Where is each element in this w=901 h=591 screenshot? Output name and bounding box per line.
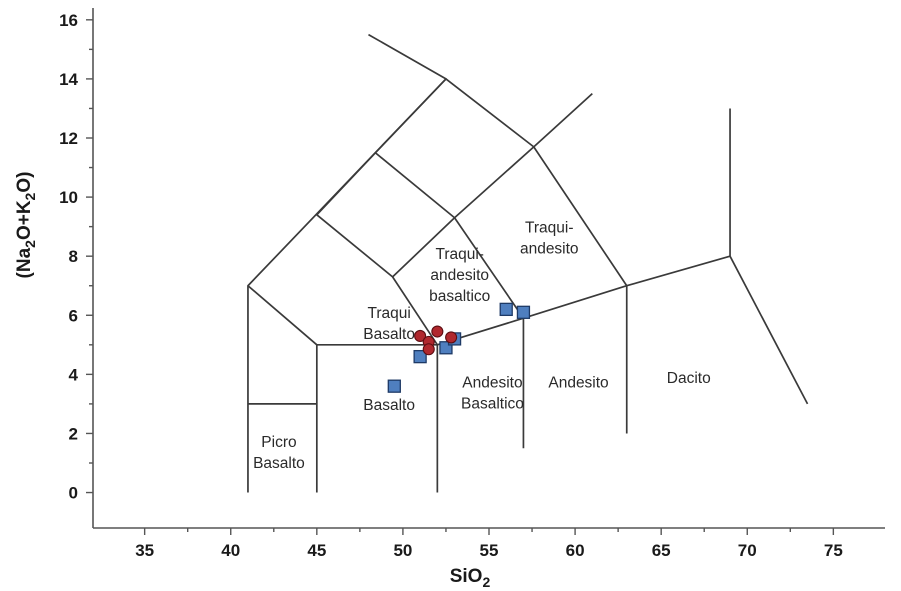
square-data-point	[499, 302, 513, 317]
region-label: Basalto	[363, 397, 415, 414]
x-tick-label: 50	[393, 541, 412, 560]
region-label: Dacito	[667, 370, 711, 387]
field-boundary	[247, 285, 318, 346]
y-tick-label: 2	[69, 424, 78, 443]
square-data-point	[387, 379, 401, 393]
y-tick-label: 4	[69, 365, 79, 384]
x-tick-label: 40	[221, 541, 240, 560]
circle-data-point	[445, 331, 458, 344]
square-data-point	[516, 305, 531, 319]
region-label: Andesito	[548, 375, 608, 392]
region-label: Andesito Basaltico	[461, 375, 524, 413]
y-tick-label: 10	[59, 188, 78, 207]
region-label: Traqui Basalto	[363, 305, 415, 343]
y-tick-label: 0	[69, 484, 78, 503]
y-tick-label: 14	[59, 70, 78, 89]
classification-boundaries	[247, 33, 809, 493]
x-tick-label: 75	[824, 541, 843, 560]
y-tick-label: 8	[69, 247, 78, 266]
x-tick-label: 55	[480, 541, 499, 560]
region-label: Traqui-andesito	[520, 220, 579, 258]
x-tick-label: 65	[652, 541, 671, 560]
circle-data-point	[431, 325, 444, 338]
field-boundary	[247, 78, 731, 493]
y-tick-label: 6	[69, 306, 78, 325]
x-tick-label: 45	[307, 541, 326, 560]
field-boundary	[729, 255, 809, 405]
square-data-point	[413, 349, 427, 364]
data-points	[387, 302, 531, 393]
region-label: Traqui-andesito basaltico	[429, 246, 490, 305]
axis-ticks: 35 40 45 50 55 60 65 70 75 0 2 4 6 8 10 12 14 16	[59, 11, 843, 560]
field-boundary	[391, 93, 593, 278]
field-boundary	[374, 152, 525, 319]
x-tick-label: 60	[566, 541, 585, 560]
field-boundary	[315, 33, 447, 346]
y-axis-label: (Na2O+K2O)	[14, 172, 38, 279]
y-tick-label: 16	[59, 11, 78, 30]
region-label: Picro Basalto	[253, 434, 305, 472]
x-tick-label: 70	[738, 541, 757, 560]
y-tick-label: 12	[59, 129, 78, 148]
x-tick-label: 35	[135, 541, 154, 560]
circle-data-point	[414, 329, 427, 343]
region-labels: Picro Basalto Basalto Andesito Basaltico Ande…	[253, 220, 711, 472]
circle-data-point	[422, 343, 435, 356]
x-axis-label: SiO2	[450, 566, 491, 590]
